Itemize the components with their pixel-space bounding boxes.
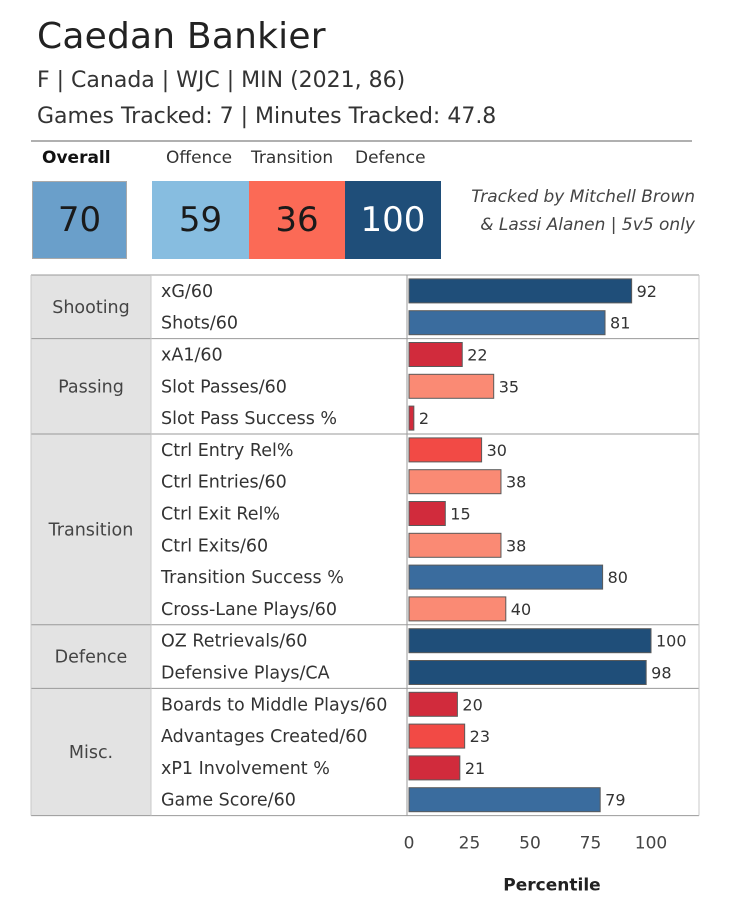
category-label-defence: Defence — [55, 648, 128, 668]
metric-label-shots-60: Shots/60 — [161, 314, 238, 334]
bar-shots-60 — [408, 310, 606, 336]
value-label-boards-to-middle-plays-60: 20 — [462, 695, 482, 714]
value-label-xg-60: 92 — [637, 282, 657, 301]
bar-ctrl-exit-rel — [408, 501, 446, 526]
metric-label-cross-lane-plays-60: Cross-Lane Plays/60 — [161, 600, 337, 620]
value-label-xp1-involvement: 21 — [465, 759, 485, 778]
metric-label-ctrl-exit-rel: Ctrl Exit Rel% — [161, 505, 280, 525]
metric-label-xp1-involvement: xP1 Involvement % — [161, 759, 330, 779]
x-tick-label-100: 100 — [635, 834, 667, 854]
bar-slot-pass-success — [408, 405, 415, 431]
metric-label-ctrl-entries-60: Ctrl Entries/60 — [161, 473, 287, 493]
x-tick-label-25: 25 — [459, 834, 481, 854]
category-label-passing: Passing — [58, 377, 124, 397]
metric-label-slot-pass-success: Slot Pass Success % — [161, 409, 337, 429]
value-label-ctrl-entry-rel: 30 — [487, 441, 507, 460]
value-label-cross-lane-plays-60: 40 — [511, 600, 531, 619]
header-divider — [31, 140, 692, 142]
metric-label-game-score-60: Game Score/60 — [161, 791, 296, 811]
overall-score: 70 — [32, 181, 127, 259]
offence-score: 59 — [152, 181, 249, 259]
metric-label-xa1-60: xA1/60 — [161, 346, 223, 366]
value-label-shots-60: 81 — [610, 314, 630, 333]
value-label-game-score-60: 79 — [605, 791, 625, 810]
bar-defensive-plays-ca — [408, 660, 647, 685]
metric-label-transition-success: Transition Success % — [160, 568, 344, 588]
category-column-bg — [31, 275, 151, 816]
bar-xa1-60 — [408, 342, 463, 367]
tracking-credit: Tracked by Mitchell Brown & Lassi Alanen… — [445, 183, 695, 239]
metric-label-ctrl-entry-rel: Ctrl Entry Rel% — [161, 441, 293, 461]
bar-xp1-involvement — [408, 755, 461, 781]
bar-slot-passes-60 — [408, 373, 495, 399]
bar-xg-60 — [408, 278, 633, 304]
value-label-ctrl-exit-rel: 15 — [450, 505, 470, 524]
x-tick-label-75: 75 — [580, 834, 602, 854]
category-label-misc: Misc. — [69, 743, 113, 763]
metric-label-ctrl-exits-60: Ctrl Exits/60 — [161, 536, 268, 556]
metric-label-oz-retrievals-60: OZ Retrievals/60 — [161, 632, 307, 652]
category-label-transition: Transition — [48, 520, 134, 540]
player-name: Caedan Bankier — [37, 16, 326, 57]
value-label-defensive-plays-ca: 98 — [651, 664, 671, 683]
bar-advantages-created-60 — [408, 723, 466, 749]
tracking-credit-line2: & Lassi Alanen | 5v5 only — [480, 215, 695, 235]
category-label-shooting: Shooting — [52, 298, 130, 318]
x-tick-label-0: 0 — [404, 834, 415, 854]
value-label-oz-retrievals-60: 100 — [656, 632, 687, 651]
tracking-info: Games Tracked: 7 | Minutes Tracked: 47.8 — [37, 104, 497, 129]
value-label-advantages-created-60: 23 — [470, 727, 490, 746]
metric-label-slot-passes-60: Slot Passes/60 — [161, 377, 287, 397]
bar-cross-lane-plays-60 — [408, 596, 507, 622]
transition-score: 36 — [249, 181, 345, 259]
defence-score: 100 — [345, 181, 441, 259]
metric-label-boards-to-middle-plays-60: Boards to Middle Plays/60 — [161, 695, 387, 715]
transition-header: Transition — [251, 148, 334, 168]
value-label-slot-pass-success: 2 — [419, 409, 429, 428]
bar-boards-to-middle-plays-60 — [408, 691, 458, 717]
defence-header: Defence — [355, 148, 426, 168]
bar-ctrl-entries-60 — [408, 469, 502, 495]
value-label-ctrl-entries-60: 38 — [506, 473, 526, 492]
player-info: F | Canada | WJC | MIN (2021, 86) — [37, 68, 406, 93]
tracking-credit-line1: Tracked by Mitchell Brown — [471, 187, 695, 207]
x-axis-title: Percentile — [503, 876, 600, 896]
metric-label-xg-60: xG/60 — [161, 282, 213, 302]
bar-transition-success — [408, 564, 604, 590]
value-label-xa1-60: 22 — [467, 346, 487, 365]
value-label-slot-passes-60: 35 — [499, 377, 519, 396]
value-label-transition-success: 80 — [608, 568, 628, 587]
bar-game-score-60 — [408, 787, 601, 813]
value-label-ctrl-exits-60: 38 — [506, 536, 526, 555]
offence-header: Offence — [166, 148, 233, 168]
bar-oz-retrievals-60 — [408, 628, 652, 654]
metric-label-advantages-created-60: Advantages Created/60 — [161, 727, 368, 747]
metric-label-defensive-plays-ca: Defensive Plays/CA — [161, 664, 330, 684]
x-tick-label-50: 50 — [519, 834, 541, 854]
bar-ctrl-exits-60 — [408, 532, 502, 558]
bar-ctrl-entry-rel — [408, 437, 483, 463]
overall-header: Overall — [42, 148, 111, 168]
